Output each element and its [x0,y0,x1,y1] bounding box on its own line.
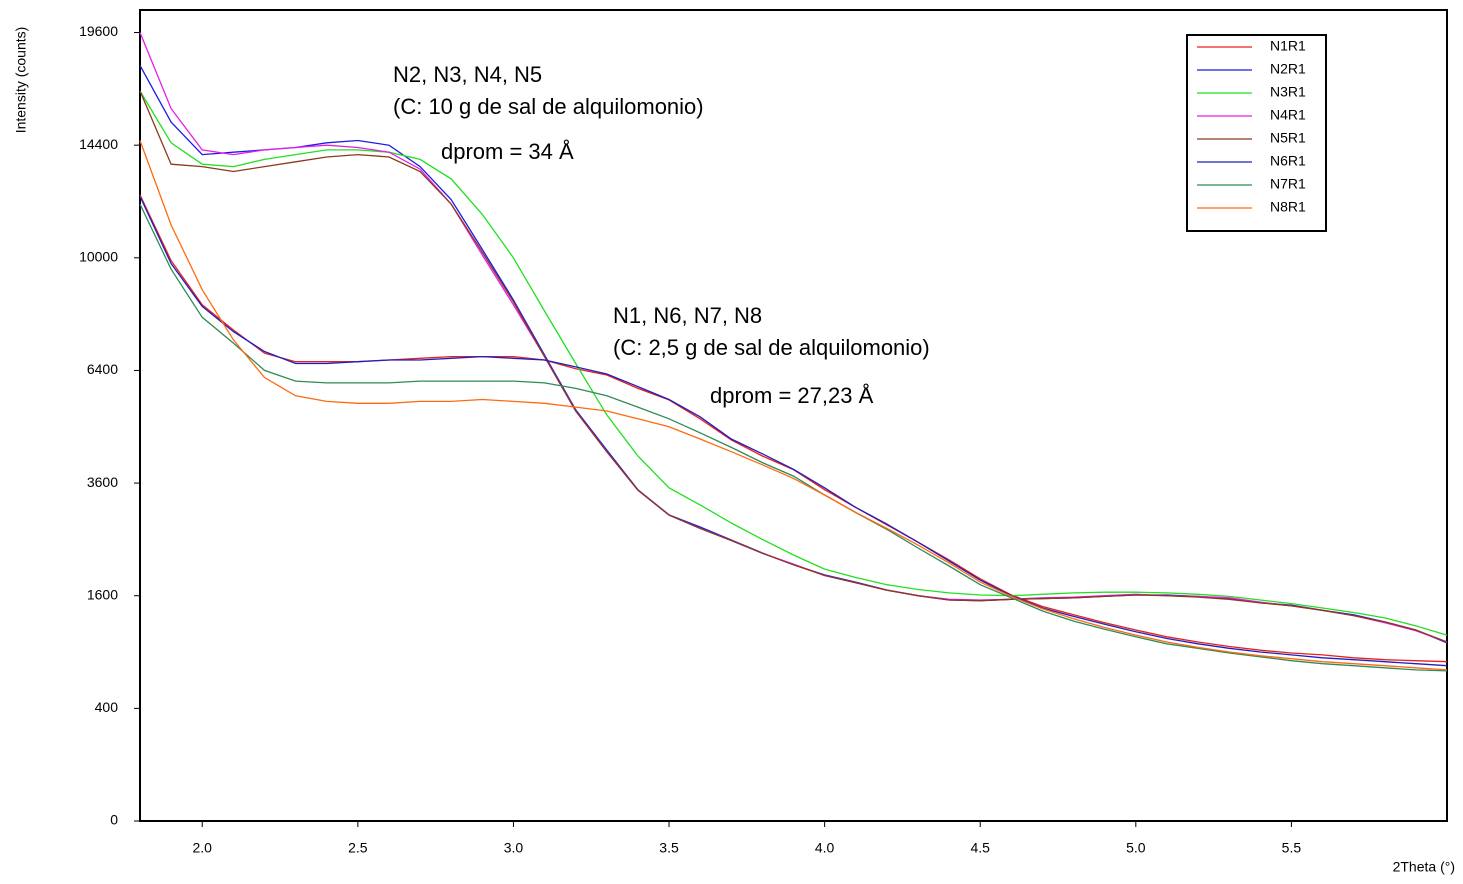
legend-label: N6R1 [1270,153,1306,169]
x-tick-label: 4.0 [815,840,835,856]
y-tick-label: 400 [95,699,119,715]
x-tick-label: 3.0 [504,840,524,856]
legend-label: N8R1 [1270,199,1306,215]
legend-label: N5R1 [1270,130,1306,146]
annotation: (C: 10 g de sal de alquilomonio) [393,94,704,119]
annotation: N2, N3, N4, N5 [393,62,542,87]
y-tick-label: 0 [110,812,118,828]
y-tick-label: 3600 [87,474,118,490]
y-tick-label: 10000 [79,249,118,265]
legend-label: N4R1 [1270,107,1306,123]
series-line [139,140,1448,671]
y-tick-label: 1600 [87,586,118,602]
x-axis-label: 2Theta (°) [1393,859,1455,875]
legend-box [1186,34,1327,232]
x-tick-label: 5.0 [1126,840,1146,856]
annotation: dprom = 27,23 Å [710,383,874,408]
annotation: (C: 2,5 g de sal de alquilomonio) [613,335,930,360]
series-line [139,196,1448,667]
y-axis-label: Intensity (counts) [13,27,29,134]
legend-label: N2R1 [1270,61,1306,77]
series-line [139,32,1448,643]
plot-frame [139,9,1448,822]
x-tick-label: 5.5 [1282,840,1302,856]
annotation: dprom = 34 Å [441,139,574,164]
x-tick-label: 3.5 [659,840,679,856]
x-tick-label: 2.5 [348,840,368,856]
legend-label: N1R1 [1270,38,1306,54]
x-tick-label: 4.5 [970,840,990,856]
series-line [139,90,1448,636]
series-line [139,90,1448,643]
annotation: N1, N6, N7, N8 [613,303,762,328]
x-tick-label: 2.0 [193,840,213,856]
y-tick-label: 14400 [79,136,118,152]
legend-label: N3R1 [1270,84,1306,100]
y-tick-label: 6400 [87,361,118,377]
y-tick-label: 19600 [79,23,118,39]
series-line [139,203,1448,672]
legend-label: N7R1 [1270,176,1306,192]
series-line [139,194,1448,663]
